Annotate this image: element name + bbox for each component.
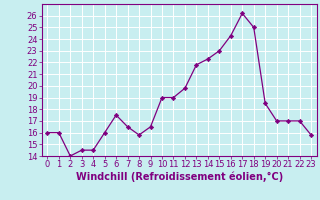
X-axis label: Windchill (Refroidissement éolien,°C): Windchill (Refroidissement éolien,°C) xyxy=(76,172,283,182)
